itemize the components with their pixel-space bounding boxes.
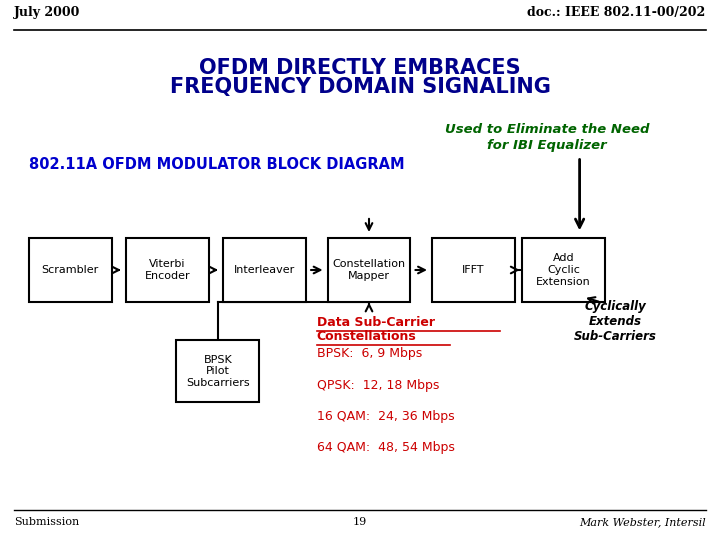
Text: doc.: IEEE 802.11-00/202: doc.: IEEE 802.11-00/202 <box>527 6 706 19</box>
Text: Mark Webster, Intersil: Mark Webster, Intersil <box>579 517 706 528</box>
Text: Used to Eliminate the Need: Used to Eliminate the Need <box>445 123 649 136</box>
Text: BPSK:  6, 9 Mbps: BPSK: 6, 9 Mbps <box>317 347 422 360</box>
FancyBboxPatch shape <box>29 238 112 302</box>
FancyBboxPatch shape <box>328 238 410 302</box>
Text: Data Sub-Carrier: Data Sub-Carrier <box>317 316 435 329</box>
Text: BPSK
Pilot
Subcarriers: BPSK Pilot Subcarriers <box>186 355 250 388</box>
FancyBboxPatch shape <box>126 238 209 302</box>
Text: 64 QAM:  48, 54 Mbps: 64 QAM: 48, 54 Mbps <box>317 441 454 454</box>
Text: Constellation
Mapper: Constellation Mapper <box>333 259 405 281</box>
FancyBboxPatch shape <box>176 340 259 402</box>
Text: Viterbi
Encoder: Viterbi Encoder <box>145 259 190 281</box>
Text: OFDM DIRECTLY EMBRACES: OFDM DIRECTLY EMBRACES <box>199 57 521 78</box>
Text: Interleaver: Interleaver <box>234 265 295 275</box>
FancyBboxPatch shape <box>223 238 306 302</box>
Text: 802.11A OFDM MODULATOR BLOCK DIAGRAM: 802.11A OFDM MODULATOR BLOCK DIAGRAM <box>29 157 405 172</box>
Text: for IBI Equalizer: for IBI Equalizer <box>487 139 607 152</box>
Text: 16 QAM:  24, 36 Mbps: 16 QAM: 24, 36 Mbps <box>317 410 454 423</box>
Text: Scrambler: Scrambler <box>42 265 99 275</box>
Text: IFFT: IFFT <box>462 265 485 275</box>
Text: QPSK:  12, 18 Mbps: QPSK: 12, 18 Mbps <box>317 379 439 392</box>
FancyBboxPatch shape <box>432 238 515 302</box>
Text: Submission: Submission <box>14 517 80 528</box>
Text: July 2000: July 2000 <box>14 6 81 19</box>
FancyBboxPatch shape <box>522 238 605 302</box>
Text: Constellations: Constellations <box>317 330 417 343</box>
Text: 19: 19 <box>353 517 367 528</box>
Text: Add
Cyclic
Extension: Add Cyclic Extension <box>536 253 591 287</box>
Text: Cyclically
Extends
Sub-Carriers: Cyclically Extends Sub-Carriers <box>574 300 657 343</box>
Text: FREQUENCY DOMAIN SIGNALING: FREQUENCY DOMAIN SIGNALING <box>170 77 550 98</box>
